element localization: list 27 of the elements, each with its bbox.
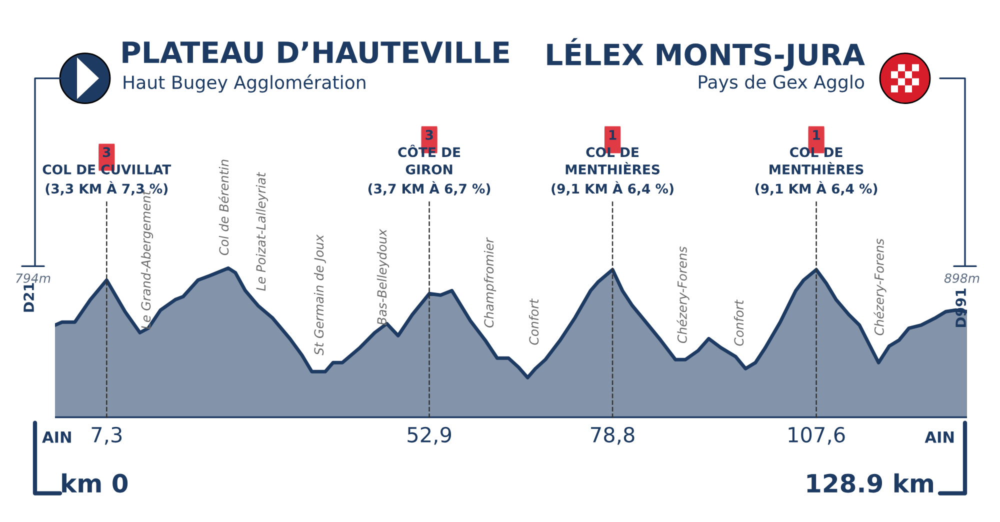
annotation: St Germain de Joux [314,234,326,356]
ref-line-label: 1 COL DE MENTHIÈRES (9,1 KM À 6,4 %) [552,130,674,196]
text: 794m [16,273,50,283]
text: LÉLEX MONTS-JURA [547,38,865,71]
annotation: Le Poizat-Lalleyriat [256,172,268,291]
text: AIN [42,432,71,443]
x-tick-label: 78,8 [591,426,634,445]
ref-line-label: 3 CÔTE DE GIRON (3,7 KM À 6,7 %) [368,130,490,196]
annotation: Chézery-Forens [676,246,690,344]
text: Col de Bérentin [218,160,229,256]
chart-title: PLATEAU D’HAUTEVILLE [122,42,509,64]
annotation: Champfromier [484,237,496,328]
text: AIN [924,432,954,443]
text: km 0 [62,473,128,493]
ref-line-label: 1 COL DE MENTHIÈRES (9,1 KM À 6,4 %) [755,130,878,196]
annotation: Confort [734,300,744,346]
x-tick-label: 52,9 [408,426,452,445]
text: D21 [24,283,34,312]
annotation: Chézery-Forens [874,238,886,336]
annotation: 898m [944,273,980,283]
annotation: Confort [528,298,539,345]
text: Pays de Gex Agglo [698,74,864,92]
annotation: Bas-Belleydoux [376,228,390,326]
x-tick-label: 107,6 [788,426,845,445]
text: 128.9 km [807,473,934,493]
x-tick-label: 7,3 [92,426,122,445]
chart-subtitle: Haut Bugey Agglomération [124,74,366,93]
